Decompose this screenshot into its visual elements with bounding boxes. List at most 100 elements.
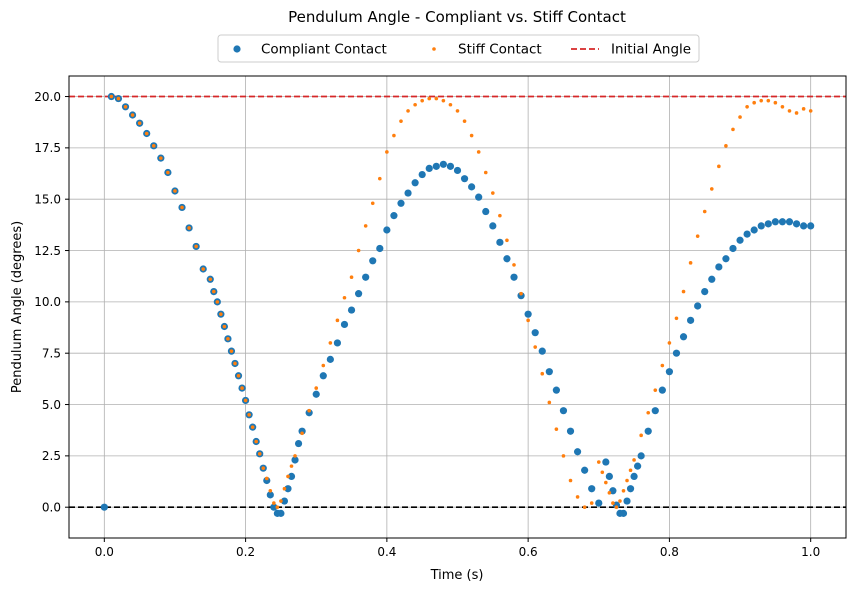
stiff-contact-point — [724, 144, 728, 148]
compliant-contact-point — [679, 333, 688, 341]
stiff-contact-point — [681, 289, 686, 294]
stiff-contact-point — [233, 361, 237, 366]
compliant-contact-point — [619, 509, 628, 517]
stiff-contact-point — [498, 213, 502, 218]
stiff-contact-point — [738, 115, 742, 119]
compliant-contact-point — [672, 349, 681, 357]
stiff-contact-point — [399, 119, 403, 123]
stiff-contact-point — [130, 113, 135, 117]
stiff-contact-point — [717, 164, 721, 169]
compliant-contact-point — [701, 288, 709, 296]
stiff-contact-point — [674, 316, 679, 321]
compliant-contact-point — [566, 427, 575, 435]
compliant-contact-point — [100, 503, 108, 511]
y-tick-label: 12.5 — [34, 244, 61, 258]
stiff-contact-point — [314, 386, 319, 390]
chart-title: Pendulum Angle - Compliant vs. Stiff Con… — [288, 8, 626, 26]
compliant-contact-point — [785, 218, 794, 226]
stiff-contact-point — [208, 277, 213, 282]
stiff-contact-point — [272, 501, 276, 505]
x-tick-label: 1.0 — [801, 545, 820, 559]
stiff-contact-point — [250, 425, 255, 429]
x-axis-label: Time (s) — [430, 568, 484, 583]
stiff-contact-point — [363, 224, 368, 228]
stiff-contact-point — [229, 349, 234, 353]
x-tick-label: 0.4 — [377, 545, 396, 559]
compliant-contact-point — [581, 466, 589, 474]
compliant-contact-point — [347, 306, 356, 314]
legend-marker-stiff — [432, 47, 436, 51]
compliant-contact-point — [263, 476, 271, 485]
y-tick-label: 5.0 — [42, 398, 61, 412]
stiff-contact-point — [614, 505, 619, 510]
compliant-contact-point — [573, 448, 582, 456]
stiff-contact-point — [660, 363, 665, 368]
compliant-contact-point — [623, 497, 631, 505]
stiff-contact-point — [752, 100, 756, 105]
stiff-contact-point — [173, 189, 177, 193]
compliant-contact-point — [439, 160, 447, 168]
compliant-contact-point — [496, 238, 504, 246]
compliant-contact-point — [595, 499, 603, 507]
compliant-contact-point — [658, 386, 666, 394]
compliant-contact-point — [312, 390, 320, 398]
stiff-contact-point — [589, 501, 594, 505]
compliant-contact-point — [475, 193, 483, 201]
compliant-contact-point — [757, 222, 765, 230]
stiff-contact-point — [215, 300, 220, 304]
compliant-contact-point — [545, 368, 553, 376]
stiff-contact-point — [702, 209, 707, 214]
y-tick-label: 0.0 — [42, 501, 61, 515]
stiff-contact-point — [575, 495, 580, 499]
stiff-contact-point — [554, 427, 559, 431]
compliant-contact-point — [294, 439, 303, 448]
stiff-contact-point — [607, 491, 612, 495]
compliant-contact-point — [736, 236, 744, 244]
compliant-contact-point — [665, 368, 674, 376]
stiff-contact-point — [254, 439, 258, 444]
compliant-contact-point — [418, 170, 426, 179]
stiff-contact-point — [427, 96, 432, 101]
compliant-contact-point — [319, 372, 327, 380]
x-tick-label: 0.0 — [95, 545, 114, 559]
compliant-contact-point — [298, 427, 306, 435]
stiff-contact-point — [745, 105, 749, 109]
compliant-contact-point — [531, 329, 539, 337]
compliant-contact-point — [792, 220, 801, 228]
compliant-contact-point — [446, 162, 455, 170]
compliant-contact-point — [383, 226, 391, 234]
compliant-contact-point — [743, 230, 751, 238]
stiff-contact-point — [420, 98, 424, 103]
compliant-contact-point — [605, 472, 613, 480]
stiff-contact-point — [455, 109, 460, 113]
stiff-contact-point — [519, 291, 523, 296]
stiff-contact-point — [349, 275, 354, 280]
compliant-contact-point — [715, 263, 723, 271]
stiff-contact-point — [621, 488, 626, 493]
stiff-contact-point — [328, 341, 333, 345]
stiff-contact-point — [123, 105, 128, 109]
compliant-contact-point — [284, 485, 292, 493]
stiff-contact-point — [582, 505, 587, 510]
stiff-contact-point — [222, 324, 227, 329]
stiff-contact-point — [600, 470, 605, 475]
stiff-contact-point — [526, 318, 530, 323]
compliant-contact-point — [390, 212, 398, 220]
stiff-contact-point — [226, 337, 230, 341]
compliant-contact-point — [588, 485, 596, 493]
stiff-contact-point — [236, 373, 241, 378]
compliant-contact-point — [411, 179, 419, 187]
stiff-contact-point — [159, 156, 163, 160]
stiff-contact-point — [801, 107, 806, 111]
stiff-contact-point — [116, 96, 121, 101]
stiff-contact-point — [392, 133, 396, 138]
compliant-contact-point — [722, 255, 730, 263]
compliant-contact-point — [376, 244, 384, 253]
compliant-contact-point — [305, 409, 313, 417]
stiff-contact-point — [370, 201, 375, 206]
legend-label-compliant: Compliant Contact — [261, 42, 387, 58]
grid — [69, 76, 846, 538]
stiff-contact-point — [212, 289, 216, 294]
stiff-contact-point — [257, 452, 262, 456]
stiff-contact-point — [356, 248, 361, 253]
